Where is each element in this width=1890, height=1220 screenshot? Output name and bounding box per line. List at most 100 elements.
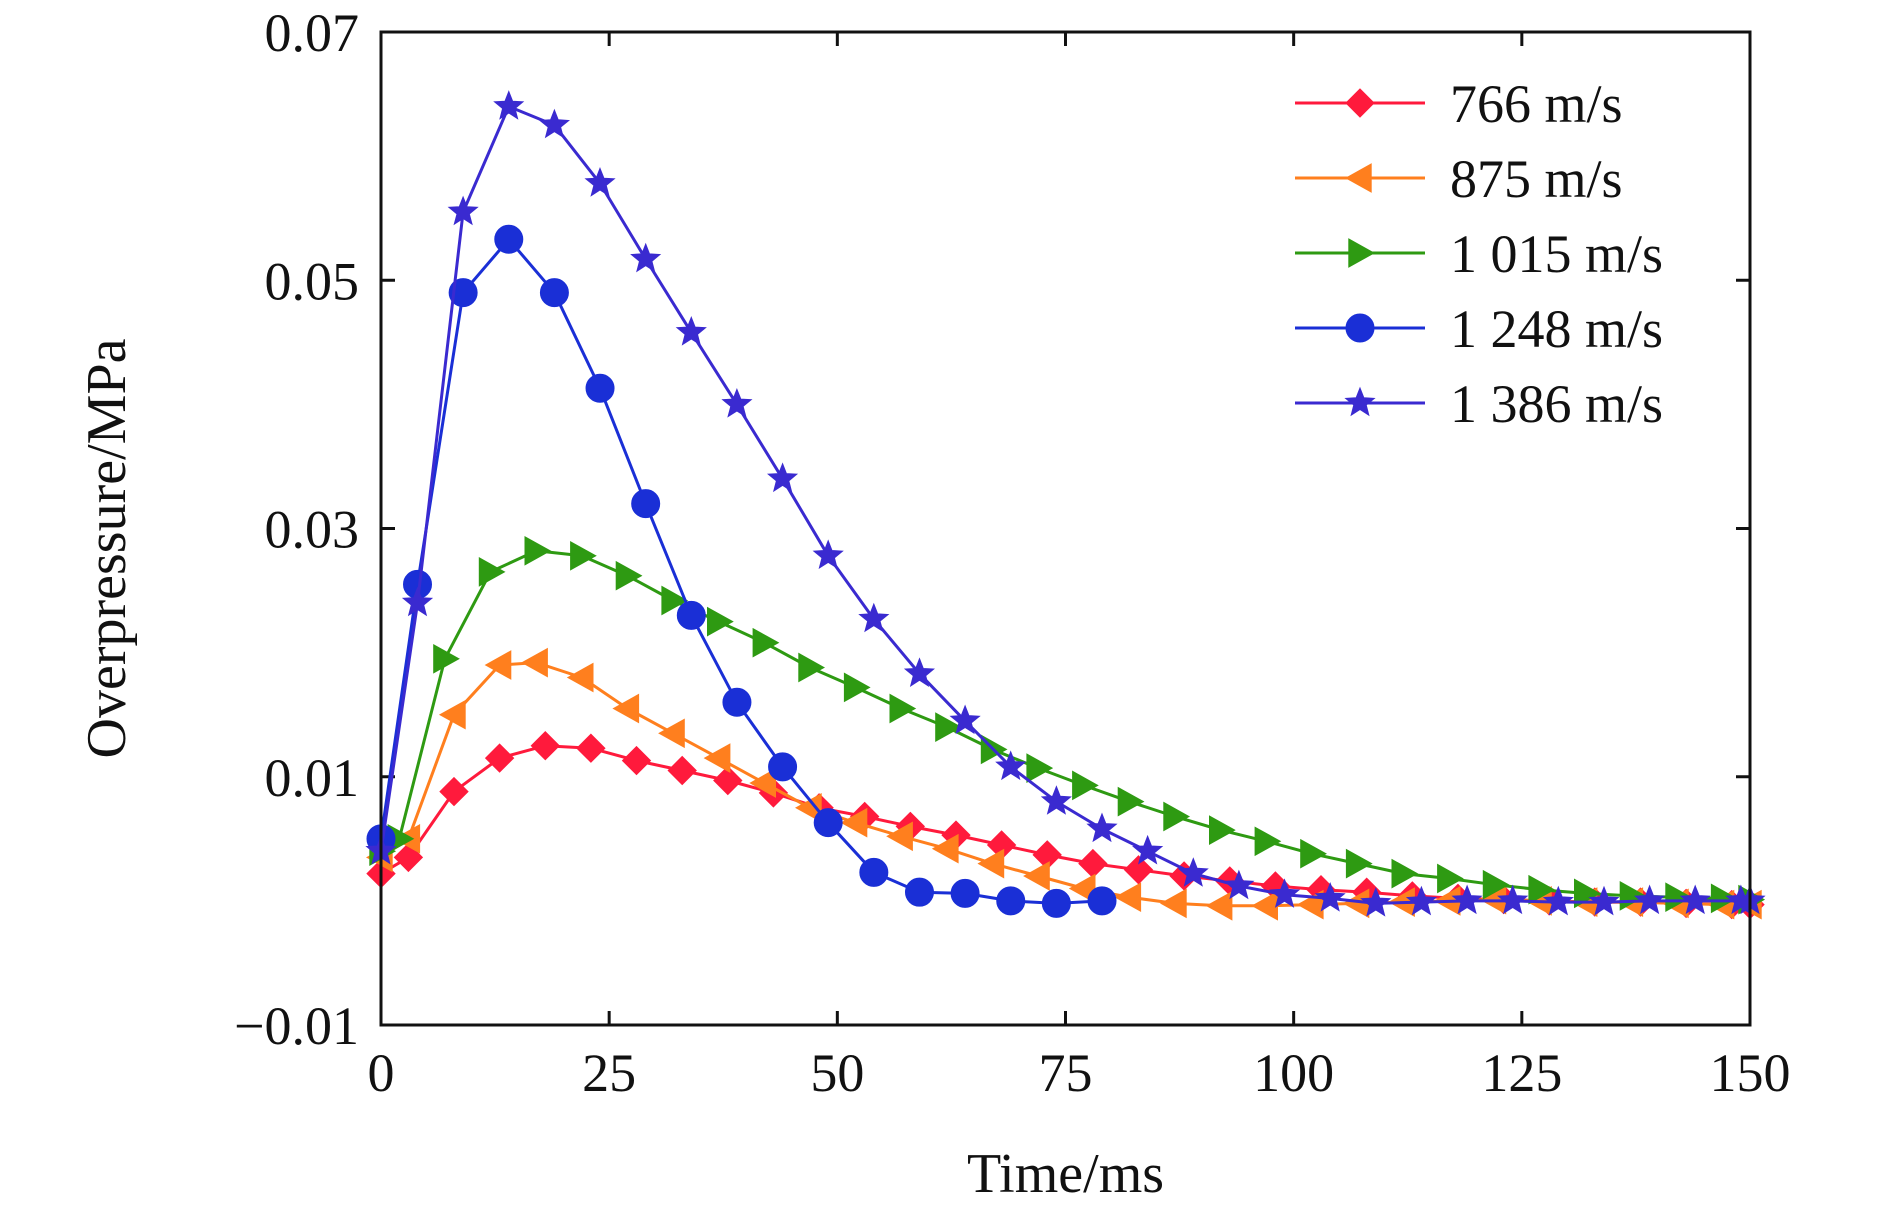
x-tick-label: 0 [368, 1043, 395, 1103]
data-point [703, 743, 731, 773]
data-point [438, 699, 466, 730]
y-tick-label: 0.07 [265, 3, 360, 63]
data-point [1023, 861, 1050, 891]
legend-marker [1344, 163, 1372, 193]
data-point [1205, 890, 1233, 921]
data-point [995, 750, 1027, 781]
data-point [721, 388, 753, 418]
data-point [1251, 890, 1278, 921]
data-point [886, 821, 913, 852]
data-point [1117, 786, 1145, 817]
data-point [1026, 753, 1054, 783]
data-point [521, 647, 548, 678]
data-point [538, 108, 571, 139]
y-tick-label: −0.01 [234, 996, 359, 1056]
data-point [713, 765, 743, 796]
series-5 [365, 90, 1766, 917]
legend-label: 875 m/s [1450, 149, 1623, 209]
series-3 [369, 535, 1766, 915]
series-line [380, 549, 1751, 902]
legend: 766 m/s 875 m/s 1 015 m/s 1 248 m/s 1 386 m/… [1295, 74, 1663, 434]
y-tick-label: 0.01 [265, 748, 360, 808]
data-point [1482, 869, 1510, 900]
data-point [1114, 882, 1142, 913]
data-point [658, 718, 685, 749]
legend-marker [1345, 313, 1375, 343]
data-point [1177, 857, 1209, 887]
data-point [448, 278, 478, 308]
data-point [1123, 855, 1154, 885]
data-point [631, 489, 661, 519]
legend-marker [1344, 386, 1376, 417]
data-point [484, 743, 515, 773]
x-tick-label: 100 [1253, 1043, 1334, 1103]
data-point [752, 627, 780, 658]
x-tick-label: 50 [810, 1043, 864, 1103]
data-point [1345, 848, 1373, 879]
data-point [1314, 882, 1346, 912]
data-point [949, 704, 981, 735]
data-point [1437, 863, 1464, 894]
data-point [1078, 848, 1108, 879]
data-point [1391, 858, 1419, 889]
data-point [1497, 884, 1529, 915]
data-point [530, 730, 561, 761]
data-point [859, 857, 889, 887]
data-point [1710, 883, 1738, 914]
data-point [843, 672, 871, 703]
axes-layer: 0 25 50 75 100 125 150 −0.01 0.01 0.03 0.05 0.07 [234, 3, 1790, 1103]
data-point [858, 602, 890, 633]
data-point [950, 878, 980, 908]
series-line [380, 744, 1750, 907]
legend-label: 1 386 m/s [1450, 374, 1663, 434]
data-point [1163, 801, 1191, 832]
data-point [749, 768, 776, 798]
data-point [1040, 785, 1072, 815]
data-point [1300, 838, 1327, 869]
data-point [493, 90, 525, 120]
data-point [1528, 874, 1556, 905]
data-point [584, 167, 616, 197]
y-axis-title: Overpressure/MPa [76, 338, 138, 758]
y-tick-label: 0.03 [265, 500, 360, 560]
data-point [570, 540, 597, 571]
data-point [889, 693, 917, 724]
data-point [676, 600, 706, 630]
y-tick-label: 0.05 [265, 251, 360, 311]
x-tick-label: 125 [1481, 1043, 1562, 1103]
data-point [840, 807, 868, 838]
data-point [1254, 826, 1282, 857]
data-point [447, 195, 479, 226]
data-point [1405, 885, 1438, 916]
data-point [1041, 888, 1071, 918]
data-point [977, 848, 1005, 879]
data-point [585, 373, 615, 403]
data-point [722, 687, 752, 717]
data-point [931, 833, 959, 864]
data-point [539, 278, 569, 308]
series-2 [365, 647, 1762, 921]
data-point [478, 557, 506, 587]
data-point [1451, 884, 1483, 915]
data-point [615, 560, 643, 591]
data-point [935, 712, 962, 742]
data-point [401, 586, 434, 617]
x-axis-title: Time/ms [967, 1143, 1164, 1205]
data-point [612, 693, 640, 724]
legend-item: 1 386 m/s [1295, 374, 1663, 434]
data-point [1223, 869, 1255, 900]
x-tick-label: 25 [582, 1043, 636, 1103]
legend-label: 1 015 m/s [1450, 224, 1663, 284]
data-point [766, 462, 799, 493]
data-point [1360, 887, 1392, 917]
plot-frame [379, 30, 1752, 1027]
data-point [1086, 812, 1118, 843]
legend-marker [1345, 88, 1375, 118]
x-tick-label: 150 [1710, 1043, 1791, 1103]
data-point [1574, 878, 1601, 909]
data-point [1087, 886, 1117, 916]
data-point [1679, 884, 1711, 915]
data-point [484, 650, 512, 680]
